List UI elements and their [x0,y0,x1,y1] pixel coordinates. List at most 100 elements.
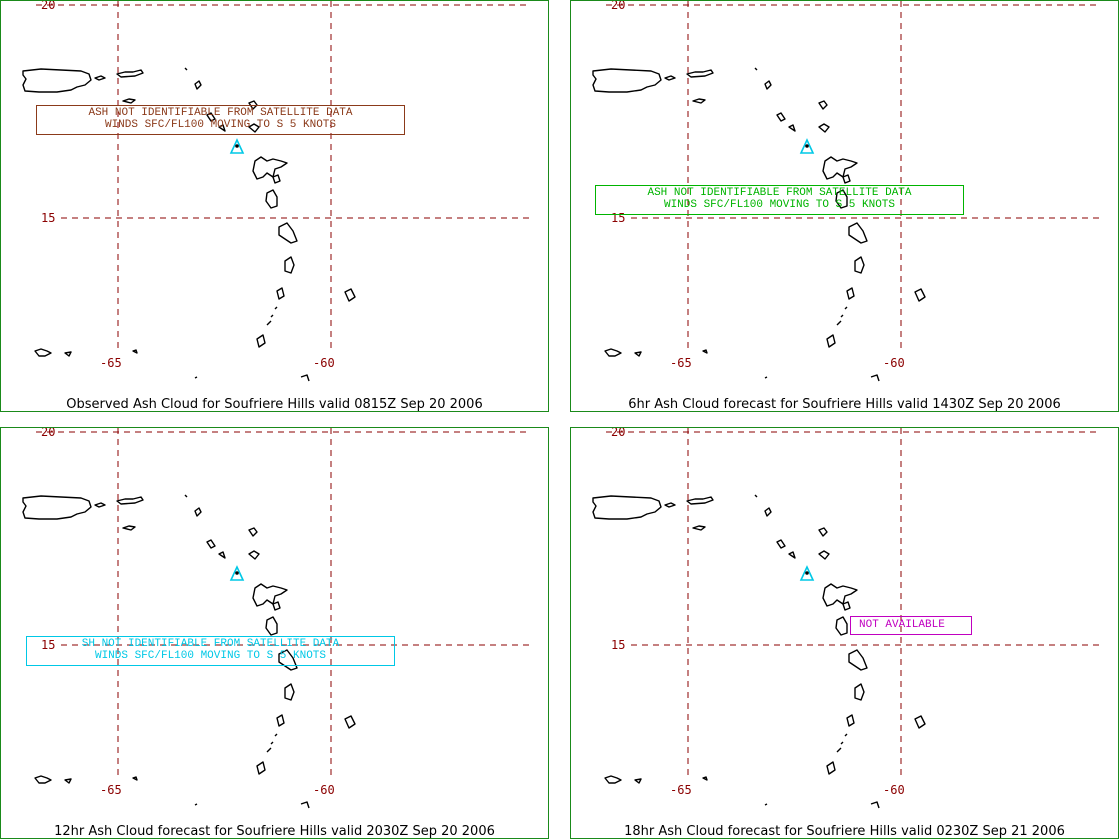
small-island-c [764,376,768,379]
bonaire-outline [604,775,622,784]
volcano-marker [799,565,815,581]
grenada-outline [256,334,266,348]
puerto-rico-outline [592,495,662,520]
st-croix-outline [692,525,706,531]
map-panel-3: 20 15 -65 -60 [0,427,549,839]
small-island-b [702,349,708,354]
volcano-triangle-icon [229,138,245,154]
panel-caption: Observed Ash Cloud for Soufriere Hills v… [66,397,483,412]
small-island-a [64,778,72,784]
lat-20-label: 20 [611,428,625,439]
st-vincent-outline [846,287,855,300]
st-croix-outline [122,525,136,531]
marie-galante-outline [842,174,851,184]
montserrat-outline [788,551,796,559]
ash-advisory-box: SH NOT IDENTIFIABLE FROM SATELLITE DATA … [26,636,395,666]
anguilla-outline [184,494,188,498]
trinidad-outline [870,374,880,382]
vieques-outline [94,502,106,508]
virgin-islands-outline [116,496,144,505]
lon-60-label: -60 [313,356,335,370]
anguilla-outline [184,67,188,71]
anguilla-outline [754,494,758,498]
lat-15-label: 15 [611,638,625,652]
small-island-b [132,349,138,354]
graticule [36,1,531,353]
vieques-outline [664,75,676,81]
coastlines [592,67,926,382]
st-vincent-outline [276,714,285,727]
st-martin-outline [194,80,202,90]
grenada-outline [826,761,836,775]
virgin-islands-outline [686,69,714,78]
dominica-outline [835,189,848,209]
lon-60-label: -60 [883,356,905,370]
virgin-islands-outline [116,69,144,78]
montserrat-outline [218,124,226,132]
map-canvas: 20 15 -65 -60 [592,1,1101,382]
st-vincent-outline [846,714,855,727]
advisory-line-2: WINDS SFC/FL100 MOVING TO S 5 KNOTS [94,650,327,662]
grenadines-outline [266,733,278,753]
barbados-outline [914,715,926,729]
nevis-outline [776,112,786,122]
graticule [606,1,1101,353]
ash-advisory-box: ASH NOT IDENTIFIABLE FROM SATELLITE DATA… [595,185,964,215]
grenada-outline [256,761,266,775]
martinique-outline [848,649,868,671]
bonaire-outline [34,348,52,357]
volcano-marker [799,138,815,154]
st-lucia-outline [284,683,295,701]
lon-60-label: -60 [313,783,335,797]
volcano-triangle-icon [799,565,815,581]
map-canvas: 20 15 -65 -60 [22,428,531,809]
volcano-triangle-icon [229,565,245,581]
grenada-outline [826,334,836,348]
advisory-line-1: ASH NOT IDENTIFIABLE FROM SATELLITE DATA [88,107,353,119]
marie-galante-outline [272,174,281,184]
small-island-a [634,351,642,357]
st-croix-outline [692,98,706,104]
small-island-a [64,351,72,357]
guadeloupe-outline [822,156,858,180]
ash-advisory-box: ASH NOT IDENTIFIABLE FROM SATELLITE DATA… [36,105,405,135]
dominica-outline [265,616,278,636]
small-island-c [764,803,768,806]
bonaire-outline [34,775,52,784]
map-panel-1: 20 15 -65 -60 [0,0,549,412]
lat-15-label: 15 [41,211,55,225]
antigua-outline [248,123,260,133]
barbuda-outline [818,527,828,537]
volcano-marker [229,565,245,581]
ash-advisory-box: NOT AVAILABLE [850,616,972,635]
map-panel-2: 20 15 -65 -60 [570,0,1119,412]
advisory-line-2: WINDS SFC/FL100 MOVING TO S 5 KNOTS [104,119,337,131]
lat-15-label: 15 [41,638,55,652]
barbados-outline [914,288,926,302]
lat-20-label: 20 [41,1,55,12]
martinique-outline [278,222,298,244]
volcano-vent-dot [235,571,239,575]
volcano-vent-dot [805,144,809,148]
small-island-c [194,803,198,806]
map-panel-4: 20 15 -65 -60 [570,427,1119,839]
st-lucia-outline [854,256,865,274]
martinique-outline [848,222,868,244]
antigua-outline [818,123,830,133]
barbados-outline [344,715,356,729]
barbuda-outline [248,527,258,537]
small-island-b [702,776,708,781]
lon-65-label: -65 [100,783,122,797]
lon-65-label: -65 [670,356,692,370]
puerto-rico-outline [22,68,92,93]
marie-galante-outline [842,601,851,611]
volcano-triangle-icon [799,138,815,154]
dominica-outline [835,616,848,636]
guadeloupe-outline [822,583,858,607]
martinique-outline [278,649,298,671]
dominica-outline [265,189,278,209]
grenadines-outline [266,306,278,326]
lat-20-label: 20 [41,428,55,439]
map-canvas: 20 15 -65 -60 [22,1,531,382]
advisory-line-1: SH NOT IDENTIFIABLE FROM SATELLITE DATA [81,638,340,650]
